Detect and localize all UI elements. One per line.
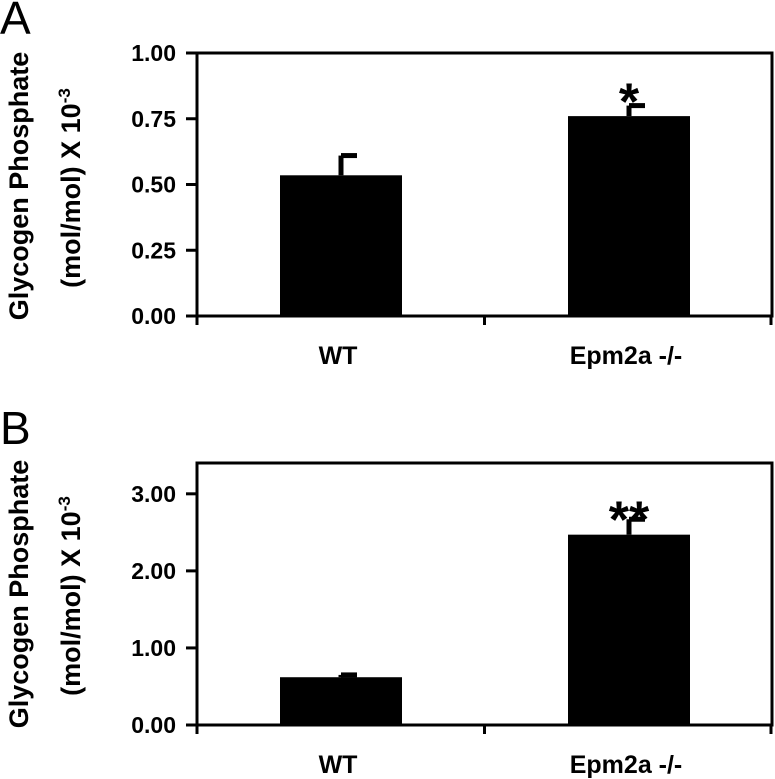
significance-mark: ** xyxy=(609,491,650,549)
x-category-label: Epm2a -/- xyxy=(570,342,683,370)
x-category-label: Epm2a -/- xyxy=(570,751,683,779)
y-tick-label: 0.25 xyxy=(131,237,176,263)
bar-wt xyxy=(280,677,402,725)
bar-epm2a xyxy=(568,534,690,725)
y-axis-label-line1: Glycogen Phosphate xyxy=(4,460,34,729)
y-tick-label: 0.00 xyxy=(131,303,176,329)
x-category-label: WT xyxy=(319,342,358,370)
y-tick-label: 2.00 xyxy=(131,558,176,584)
bar-epm2a xyxy=(568,116,690,317)
y-axis-label-line1: Glycogen Phosphate xyxy=(4,52,34,321)
panel-b: B Glycogen Phosphate (mol/mol) X 10-3 0.… xyxy=(0,402,774,779)
plot-area-a: 0.00 0.25 0.50 0.75 1.00 WT * Epm2a -/- xyxy=(131,40,774,370)
x-category-label: WT xyxy=(319,751,358,779)
y-tick-label: 0.50 xyxy=(131,172,176,198)
plot-area-b: 0.00 1.00 2.00 3.00 WT ** Epm2a -/- xyxy=(131,461,774,779)
y-axis-label-line2: (mol/mol) X 10-3 xyxy=(55,88,86,288)
y-tick-label: 3.00 xyxy=(131,481,176,507)
panel-letter-b: B xyxy=(0,402,31,454)
y-tick-label: 1.00 xyxy=(131,40,176,66)
y-axis-label-line2: (mol/mol) X 10-3 xyxy=(55,496,86,696)
panel-letter-a: A xyxy=(0,0,31,44)
bar-wt xyxy=(280,175,402,316)
y-tick-label: 0.75 xyxy=(131,106,176,132)
panel-a: A Glycogen Phosphate (mol/mol) X 10-3 0.… xyxy=(0,0,774,370)
y-tick-label: 0.00 xyxy=(131,712,176,738)
y-tick-label: 1.00 xyxy=(131,635,176,661)
significance-mark: * xyxy=(619,74,640,132)
